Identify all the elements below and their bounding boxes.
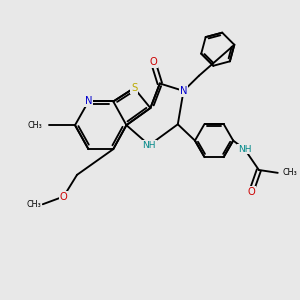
Text: O: O: [247, 187, 255, 197]
Text: S: S: [131, 83, 137, 93]
Text: NH: NH: [238, 145, 251, 154]
Text: NH: NH: [142, 141, 156, 150]
Text: N: N: [85, 97, 92, 106]
Text: N: N: [180, 86, 187, 96]
Text: O: O: [149, 57, 157, 67]
Text: CH₃: CH₃: [282, 168, 297, 177]
Text: CH₃: CH₃: [27, 200, 41, 209]
Text: CH₃: CH₃: [27, 121, 42, 130]
Text: O: O: [60, 191, 68, 202]
